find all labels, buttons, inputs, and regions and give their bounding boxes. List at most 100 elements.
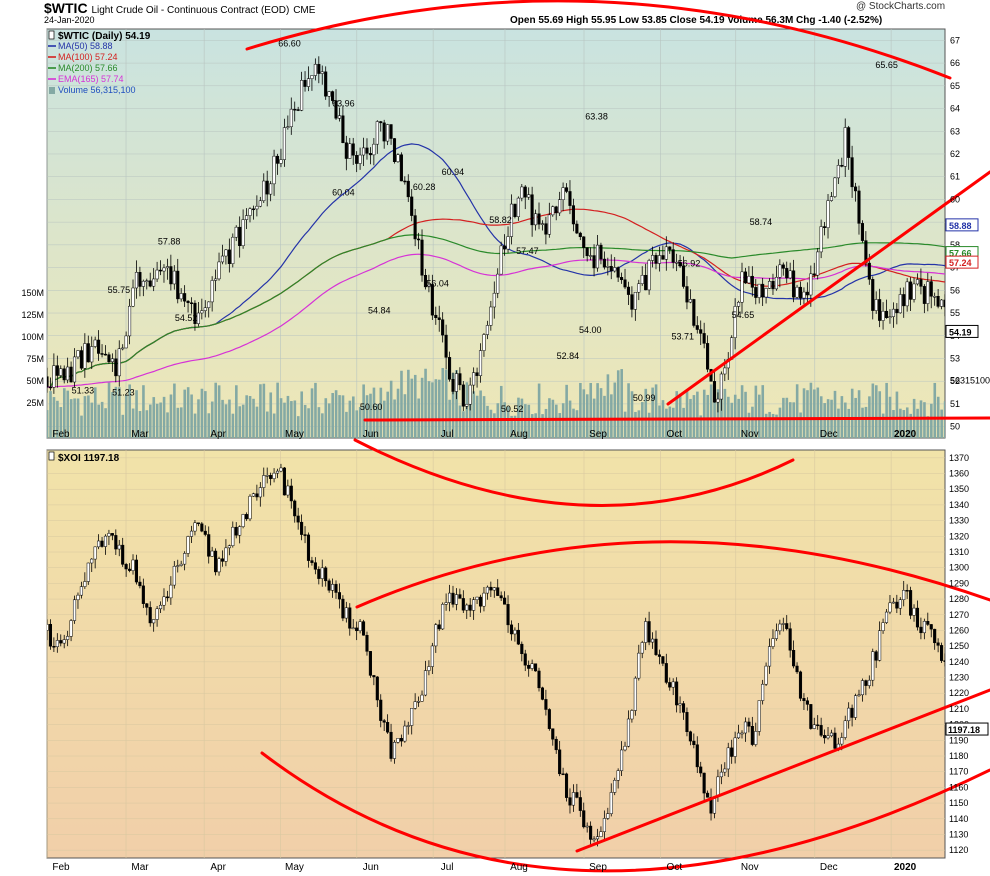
symbol-description: Light Crude Oil - Continuous Contract (E…: [91, 5, 290, 16]
xoi-candle-body: [289, 485, 293, 502]
wtic-candle-body: [685, 286, 689, 303]
ema165-line: [47, 253, 945, 388]
volume-bar: [114, 386, 118, 438]
volume-bar: [176, 407, 180, 438]
volume-bar: [871, 383, 875, 438]
volume-bar: [276, 382, 279, 438]
volume-bar: [162, 396, 166, 438]
volume-bar: [293, 400, 297, 438]
xoi-candle-body: [940, 645, 944, 661]
volume-bar: [169, 394, 173, 438]
wtic-candle-body: [86, 343, 90, 363]
xoi-candle-body: [530, 663, 534, 669]
wtic-candle-body: [155, 269, 159, 280]
wtic-candle-body: [430, 284, 434, 316]
xoi-candle-body: [881, 622, 885, 631]
xoi-candle-body: [578, 797, 582, 811]
xoi-candle-body: [331, 584, 335, 591]
xoi-candle-body: [437, 624, 441, 630]
volume-bar: [410, 378, 414, 438]
volume-bar: [582, 389, 586, 438]
wtic-candle-body: [296, 109, 300, 111]
arc-lower: [260, 751, 990, 873]
volume-bar: [235, 385, 238, 438]
volume-bar: [850, 388, 854, 438]
wtic-candle-body: [802, 291, 806, 299]
volume-bar: [128, 384, 131, 438]
volume-bar: [407, 369, 410, 438]
xoi-candle-body: [771, 638, 775, 647]
xoi-candle-body: [406, 725, 410, 727]
y-tick-label: 1330: [949, 516, 969, 526]
volume-bar: [596, 383, 599, 438]
xoi-candle-body: [97, 540, 101, 548]
xoi-candle-body: [128, 568, 132, 571]
volume-bar: [930, 403, 933, 438]
xoi-candle-body: [585, 825, 589, 828]
volume-bar: [758, 394, 761, 438]
wtic-candle-body: [936, 295, 940, 307]
xoi-candle-body: [358, 621, 362, 632]
xoi-candle-body: [654, 638, 658, 655]
xoi-candle-body: [750, 726, 754, 745]
wtic-candle-body: [915, 279, 920, 285]
xoi-candle-body: [286, 485, 290, 496]
wtic-candle-body: [650, 255, 655, 261]
wtic-candle-body: [403, 180, 407, 183]
volume-bar: [300, 391, 304, 438]
xoi-candle-body: [344, 607, 348, 619]
wtic-candle-body: [169, 266, 173, 285]
volume-bar: [589, 382, 593, 438]
price-annotation: 54.00: [579, 325, 602, 335]
wtic-candle-body: [620, 277, 624, 281]
volume-bar: [665, 408, 668, 438]
volume-bar: [438, 379, 441, 438]
volume-bar: [124, 394, 128, 438]
wtic-candle-body: [351, 143, 355, 156]
wtic-candle-body: [898, 294, 902, 314]
volume-bar: [183, 389, 187, 438]
volume-bar: [121, 414, 125, 438]
xoi-candle-body: [131, 559, 135, 571]
volume-bar: [100, 401, 104, 438]
wtic-candle-body: [334, 100, 338, 119]
wtic-candle-body: [437, 317, 441, 320]
volume-bar: [111, 392, 114, 438]
trend-arc-top: [245, 0, 952, 80]
wtic-candle-body: [282, 127, 286, 160]
volume-bar: [173, 383, 176, 438]
price-annotation: 58.74: [750, 217, 773, 227]
xoi-candle-body: [145, 603, 149, 608]
wtic-candle-body: [688, 299, 692, 303]
xoi-candle-body: [633, 677, 637, 711]
wtic-candle-body: [754, 287, 758, 298]
volume-bar: [706, 394, 709, 438]
wtic-candle-body: [785, 268, 789, 279]
wtic-candle-body: [506, 236, 510, 250]
xoi-candle-body: [59, 640, 63, 644]
xoi-candle-body: [829, 732, 834, 737]
xoi-candle-body: [327, 580, 331, 591]
wtic-candle-body: [695, 325, 699, 330]
volume-bar: [241, 404, 245, 438]
xoi-candle-body: [792, 650, 796, 667]
wtic-candle-body: [823, 226, 827, 228]
xoi-candle-body: [650, 638, 655, 643]
volume-bar: [909, 413, 912, 438]
volume-bar: [926, 416, 930, 438]
wtic-candle-body: [836, 165, 840, 179]
xoi-candle-body: [441, 604, 445, 630]
wtic-candle-body: [468, 384, 472, 405]
wtic-candle-body: [485, 325, 489, 335]
xoi-candle-body: [141, 585, 145, 604]
month-label: Apr: [210, 429, 226, 440]
wtic-candle-body: [809, 273, 813, 296]
xoi-candle-body: [62, 639, 66, 644]
volume-bar: [606, 374, 610, 438]
candle-icon: [48, 30, 55, 40]
volume-bar: [52, 397, 56, 438]
wtic-candle-body: [320, 71, 324, 74]
xoi-candle-body: [537, 670, 541, 689]
y-tick-label: 67: [950, 35, 960, 45]
wtic-candle-body: [537, 213, 541, 225]
